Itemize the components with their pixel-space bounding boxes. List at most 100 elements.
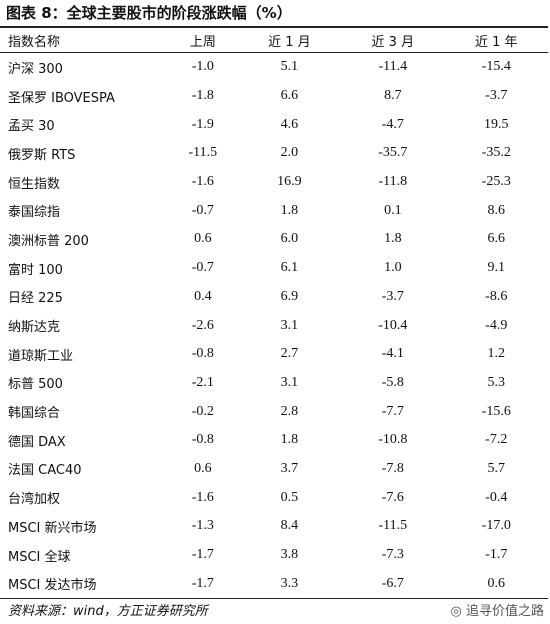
row: MSCI 发达市场 -1.7 3.3 -6.7 0.6	[0, 569, 548, 598]
cell: 3.3	[280, 575, 299, 591]
cell: -1.7	[191, 547, 214, 563]
row: 标普 500 -2.1 3.1 -5.8 5.3	[0, 369, 548, 398]
cell: 0.5	[280, 489, 299, 505]
cell: 1.8	[384, 231, 402, 247]
row: 恒生指数 -1.6 16.9 -11.8 -25.3	[0, 168, 548, 197]
row: 日经 225 0.4 6.9 -3.7 -8.6	[0, 283, 548, 312]
cell: -11.5	[378, 518, 408, 534]
cell: 标普 500	[8, 377, 63, 393]
row: 澳洲标普 200 0.6 6.0 1.8 6.6	[0, 225, 548, 254]
watermark-text: 追寻价值之路	[465, 604, 544, 619]
row: 孟买 30 -1.9 4.6 -4.7 19.5	[0, 110, 548, 139]
cell: 0.6	[194, 460, 212, 476]
cell: 16.9	[277, 174, 302, 190]
cell: 圣保罗 IBOVESPA	[8, 90, 115, 106]
row: 韩国综合 -0.2 2.8 -7.7 -15.6	[0, 397, 548, 426]
cell: 道琼斯工业	[8, 348, 74, 364]
cell: 3.7	[280, 460, 299, 476]
cell: 泰国综指	[8, 205, 61, 221]
cell: -11.8	[378, 174, 408, 190]
cell: 8.6	[487, 202, 506, 218]
column-header: 近 3 月	[341, 27, 445, 53]
cell: -15.6	[481, 403, 511, 419]
cell: -7.3	[381, 547, 404, 563]
row: 圣保罗 IBOVESPA -1.8 6.6 8.7 -3.7	[0, 82, 548, 111]
cell: 台湾加权	[8, 492, 61, 508]
cell: 0.6	[487, 575, 506, 591]
cell: 1.0	[384, 260, 402, 276]
cell: -10.8	[378, 432, 408, 448]
cell: -35.7	[378, 145, 408, 161]
cell: -7.6	[381, 489, 404, 505]
cell: 恒生指数	[8, 176, 61, 192]
row: 富时 100 -0.7 6.1 1.0 9.1	[0, 254, 548, 283]
row: 沪深 300 -1.0 5.1 -11.4 -15.4	[0, 53, 548, 82]
cell: 8.7	[384, 88, 402, 104]
cell: 3.1	[280, 317, 299, 333]
cell: 1.8	[280, 202, 299, 218]
cell: -15.4	[481, 59, 511, 75]
cell: 0.6	[194, 231, 212, 247]
cell: 9.1	[487, 260, 506, 276]
cell: 1.2	[487, 346, 506, 362]
row: MSCI 新兴市场 -1.3 8.4 -11.5 -17.0	[0, 512, 548, 541]
cell: 4.6	[280, 116, 299, 132]
cell: -11.5	[188, 145, 218, 161]
watermark-icon: ◎	[450, 604, 466, 619]
cell: -7.8	[381, 460, 404, 476]
cell: 韩国综合	[8, 406, 61, 422]
cell: -1.7	[485, 547, 508, 563]
column-header: 上周	[168, 27, 238, 53]
header-row: 指数名称 上周近 1 月近 3 月近 1 年	[0, 27, 548, 53]
cell: 俄罗斯 RTS	[8, 147, 76, 163]
cell: 2.8	[280, 403, 299, 419]
cell: 6.1	[280, 260, 299, 276]
cell: -11.4	[378, 59, 408, 75]
cell: -17.0	[481, 518, 511, 534]
row: 台湾加权 -1.6 0.5 -7.6 -0.4	[0, 483, 548, 512]
cell: -4.9	[485, 317, 508, 333]
cell: -7.7	[381, 403, 404, 419]
cell: -2.1	[191, 374, 214, 390]
cell: 0.1	[384, 202, 402, 218]
column-header: 近 1 年	[444, 27, 548, 53]
cell: 0.4	[194, 288, 212, 304]
cell: -5.8	[381, 374, 404, 390]
cell: 孟买 30	[8, 119, 55, 135]
cell: 19.5	[484, 116, 509, 132]
cell: 日经 225	[8, 291, 63, 307]
cell: -0.4	[485, 489, 508, 505]
cell: -1.3	[191, 518, 214, 534]
cell: 6.6	[487, 231, 506, 247]
cell: -0.8	[191, 346, 214, 362]
cell: -4.1	[381, 346, 404, 362]
source: 资料来源：wind，方正证券研究所	[8, 604, 208, 619]
table: 指数名称 上周近 1 月近 3 月近 1 年沪深 300 -1.0 5.1 -11.4 -…	[0, 26, 548, 600]
cell: -10.4	[378, 317, 408, 333]
cell: 2.7	[280, 346, 299, 362]
cell: 澳洲标普 200	[8, 233, 89, 249]
cell: -1.6	[191, 174, 214, 190]
cell: -4.7	[381, 116, 404, 132]
column-header: 近 1 月	[237, 27, 342, 53]
cell: 法国 CAC40	[8, 463, 82, 479]
watermark: ◎ 追寻价值之路	[451, 600, 545, 619]
cell: 5.7	[487, 460, 506, 476]
cell: 2.0	[280, 145, 299, 161]
title: 图表 8：全球主要股市的阶段涨跌幅（%）	[6, 4, 292, 22]
column-header: 指数名称	[0, 27, 168, 53]
cell: -1.0	[191, 59, 214, 75]
cell: 富时 100	[8, 262, 63, 278]
row: 法国 CAC40 0.6 3.7 -7.8 5.7	[0, 455, 548, 484]
row: 纳斯达克 -2.6 3.1 -10.4 -4.9	[0, 311, 548, 340]
cell: MSCI 新兴市场	[8, 520, 97, 536]
cell: MSCI 全球	[8, 549, 71, 565]
row: MSCI 全球 -1.7 3.8 -7.3 -1.7	[0, 541, 548, 570]
cell: 5.1	[280, 59, 299, 75]
row: 俄罗斯 RTS -11.5 2.0 -35.7 -35.2	[0, 139, 548, 168]
cell: 5.3	[487, 374, 506, 390]
cell: 1.8	[280, 432, 299, 448]
cell: -0.7	[191, 202, 214, 218]
cell: -6.7	[381, 575, 404, 591]
